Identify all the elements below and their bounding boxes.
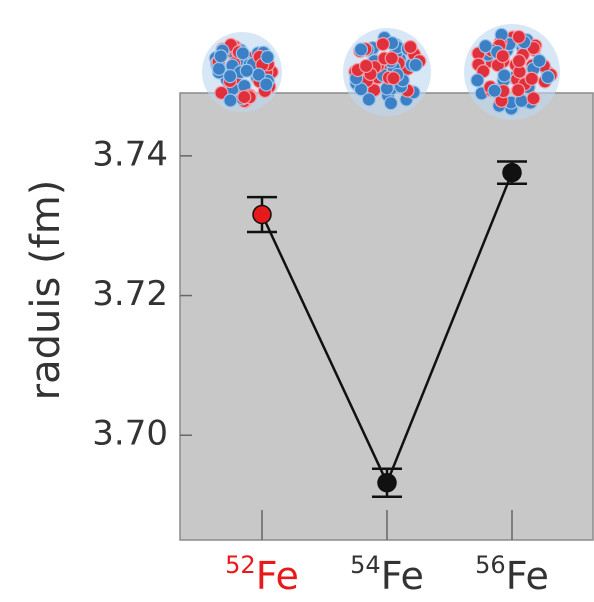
y-axis-label: raduis (fm) bbox=[23, 180, 69, 401]
neutron bbox=[409, 59, 422, 72]
y-tick-label: 3.72 bbox=[92, 274, 168, 314]
x-tick-label: 52Fe bbox=[225, 551, 299, 598]
proton bbox=[387, 72, 400, 85]
nucleus-icon bbox=[202, 32, 282, 112]
x-tick-label: 54Fe bbox=[350, 551, 424, 598]
neutron bbox=[261, 51, 274, 64]
proton bbox=[512, 84, 525, 97]
proton bbox=[527, 92, 540, 105]
y-tick-label: 3.74 bbox=[92, 134, 168, 174]
proton bbox=[496, 50, 509, 63]
neutron bbox=[354, 43, 367, 56]
proton bbox=[238, 91, 251, 104]
neutron bbox=[479, 40, 492, 53]
proton bbox=[404, 41, 417, 54]
neutron bbox=[224, 94, 237, 107]
y-tick-label: 3.70 bbox=[92, 414, 168, 454]
chart: raduis (fm) 3.70 3.72 3.74 52Fe 54Fe 56Fe bbox=[0, 0, 594, 602]
neutron bbox=[471, 74, 484, 87]
nucleus-icon bbox=[343, 28, 431, 116]
nucleus-icon bbox=[464, 24, 560, 120]
neutron bbox=[384, 97, 397, 110]
proton bbox=[385, 52, 398, 65]
x-tick-label: 56Fe bbox=[475, 551, 549, 598]
data-point bbox=[378, 474, 396, 492]
neutron bbox=[240, 64, 253, 77]
proton bbox=[360, 59, 373, 72]
neutron bbox=[236, 47, 249, 60]
neutron bbox=[541, 71, 554, 84]
neutron bbox=[212, 62, 225, 75]
data-point bbox=[253, 206, 271, 224]
proton bbox=[513, 55, 526, 68]
neutron bbox=[214, 50, 227, 63]
neutron bbox=[260, 78, 273, 91]
data-point bbox=[503, 164, 521, 182]
neutron bbox=[488, 84, 501, 97]
neutron bbox=[533, 54, 546, 67]
neutron bbox=[498, 69, 511, 82]
proton bbox=[525, 72, 538, 85]
proton bbox=[512, 30, 525, 43]
proton bbox=[376, 38, 389, 51]
